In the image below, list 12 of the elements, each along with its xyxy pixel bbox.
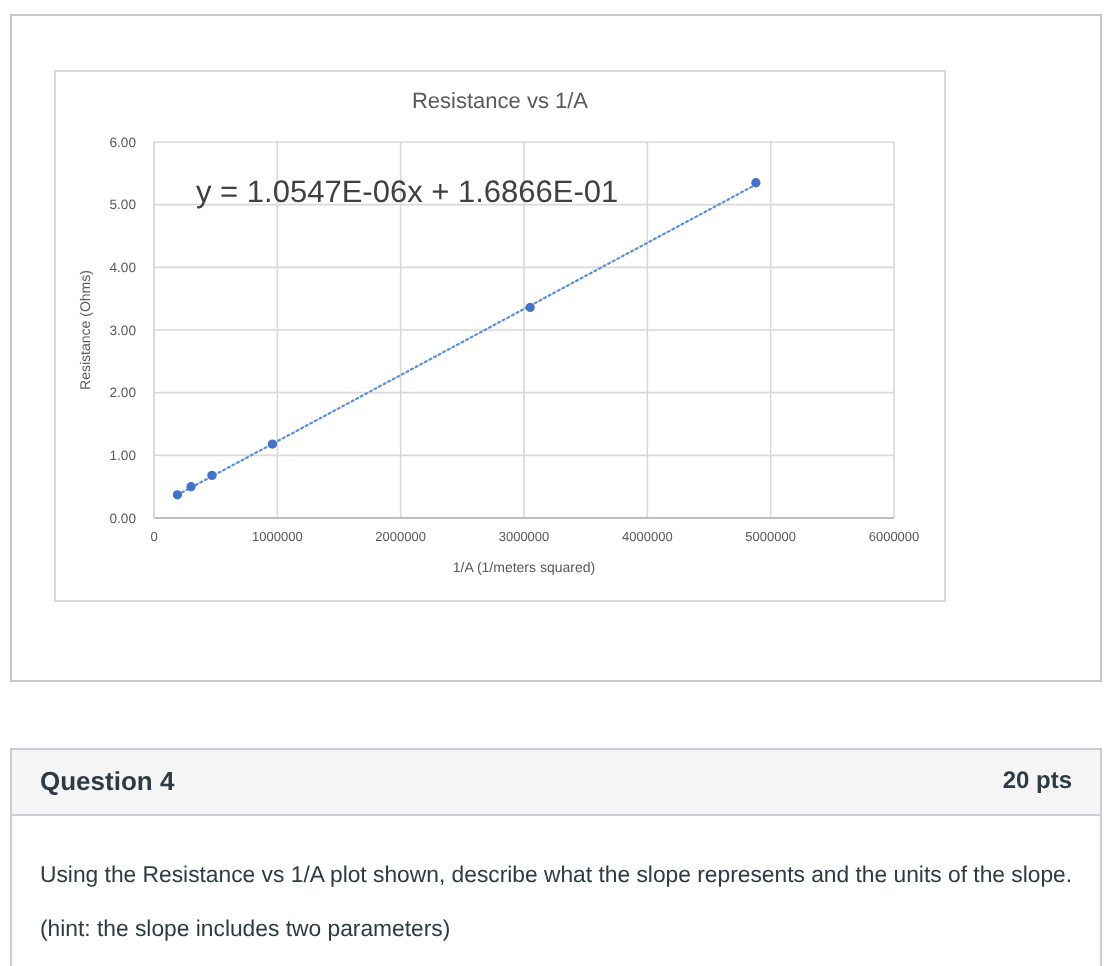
annotation: y = 1.0547E-06x + 1.6866E-01 [196, 176, 619, 212]
text: Question 4 [40, 766, 175, 796]
point [186, 482, 196, 492]
point [207, 470, 217, 481]
text: (hint: the slope includes two parameters) [40, 918, 453, 942]
point [172, 490, 183, 500]
text: 20 pts [1002, 766, 1072, 794]
point [751, 178, 761, 188]
point [267, 439, 278, 449]
point [525, 302, 535, 313]
chart-title: Resistance vs 1/A [409, 90, 591, 114]
text: Using the Resistance vs 1/A plot shown, describe what the slope represents and the units of the slope. [40, 864, 1075, 888]
